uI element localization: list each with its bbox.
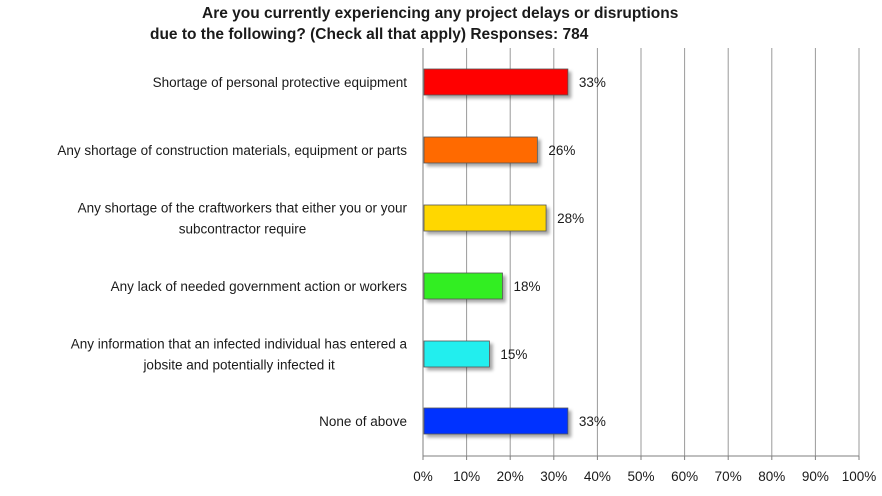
x-tick-label: 100% [842,469,877,484]
data-label-2: 28% [557,211,584,226]
x-tick-label: 50% [627,469,654,484]
x-tick-label: 80% [758,469,785,484]
bars [423,68,569,435]
data-label-1: 26% [548,143,575,158]
data-label-5: 33% [579,414,606,429]
x-tick-label: 70% [715,469,742,484]
bar-2 [423,204,547,232]
x-tick-label: 10% [453,469,480,484]
data-label-3: 18% [513,279,540,294]
data-label-0: 33% [579,75,606,90]
bar-1 [423,136,538,164]
chart-title-line-2: due to the following? (Check all that ap… [150,26,589,43]
x-tick-label: 20% [497,469,524,484]
bar-4 [423,340,490,368]
x-tick-label: 60% [671,469,698,484]
bar-0 [423,68,569,96]
x-tick-label: 0% [413,469,433,484]
category-label-2-line-0: Any shortage of the craftworkers that ei… [78,201,408,216]
chart-title-line-1: Are you currently experiencing any proje… [202,5,679,22]
x-tick-label: 30% [540,469,567,484]
chart-title: Are you currently experiencing any proje… [150,3,750,45]
gridlines [422,48,860,460]
category-label-2-line-1: subcontractor require [179,222,307,237]
x-tick-label: 90% [802,469,829,484]
category-label-1-line-0: Any shortage of construction materials, … [57,143,407,158]
x-axis-ticks: 0% 10% 20% 30% 40% 50% 60% 70% 80% 90% 100% [413,469,876,484]
bar-5 [423,407,569,435]
category-label-3-line-0: Any lack of needed government action or … [111,279,408,294]
bar-3 [423,272,503,300]
category-label-4-line-1: jobsite and potentially infected it [142,358,335,373]
category-label-4-line-0: Any information that an infected individ… [71,337,408,352]
category-label-5-line-0: None of above [319,414,407,429]
x-tick-label: 40% [584,469,611,484]
data-label-4: 15% [500,347,527,362]
category-label-0-line-0: Shortage of personal protective equipmen… [153,75,408,90]
category-labels: 33% Shortage of personal protective equip… [57,75,606,429]
